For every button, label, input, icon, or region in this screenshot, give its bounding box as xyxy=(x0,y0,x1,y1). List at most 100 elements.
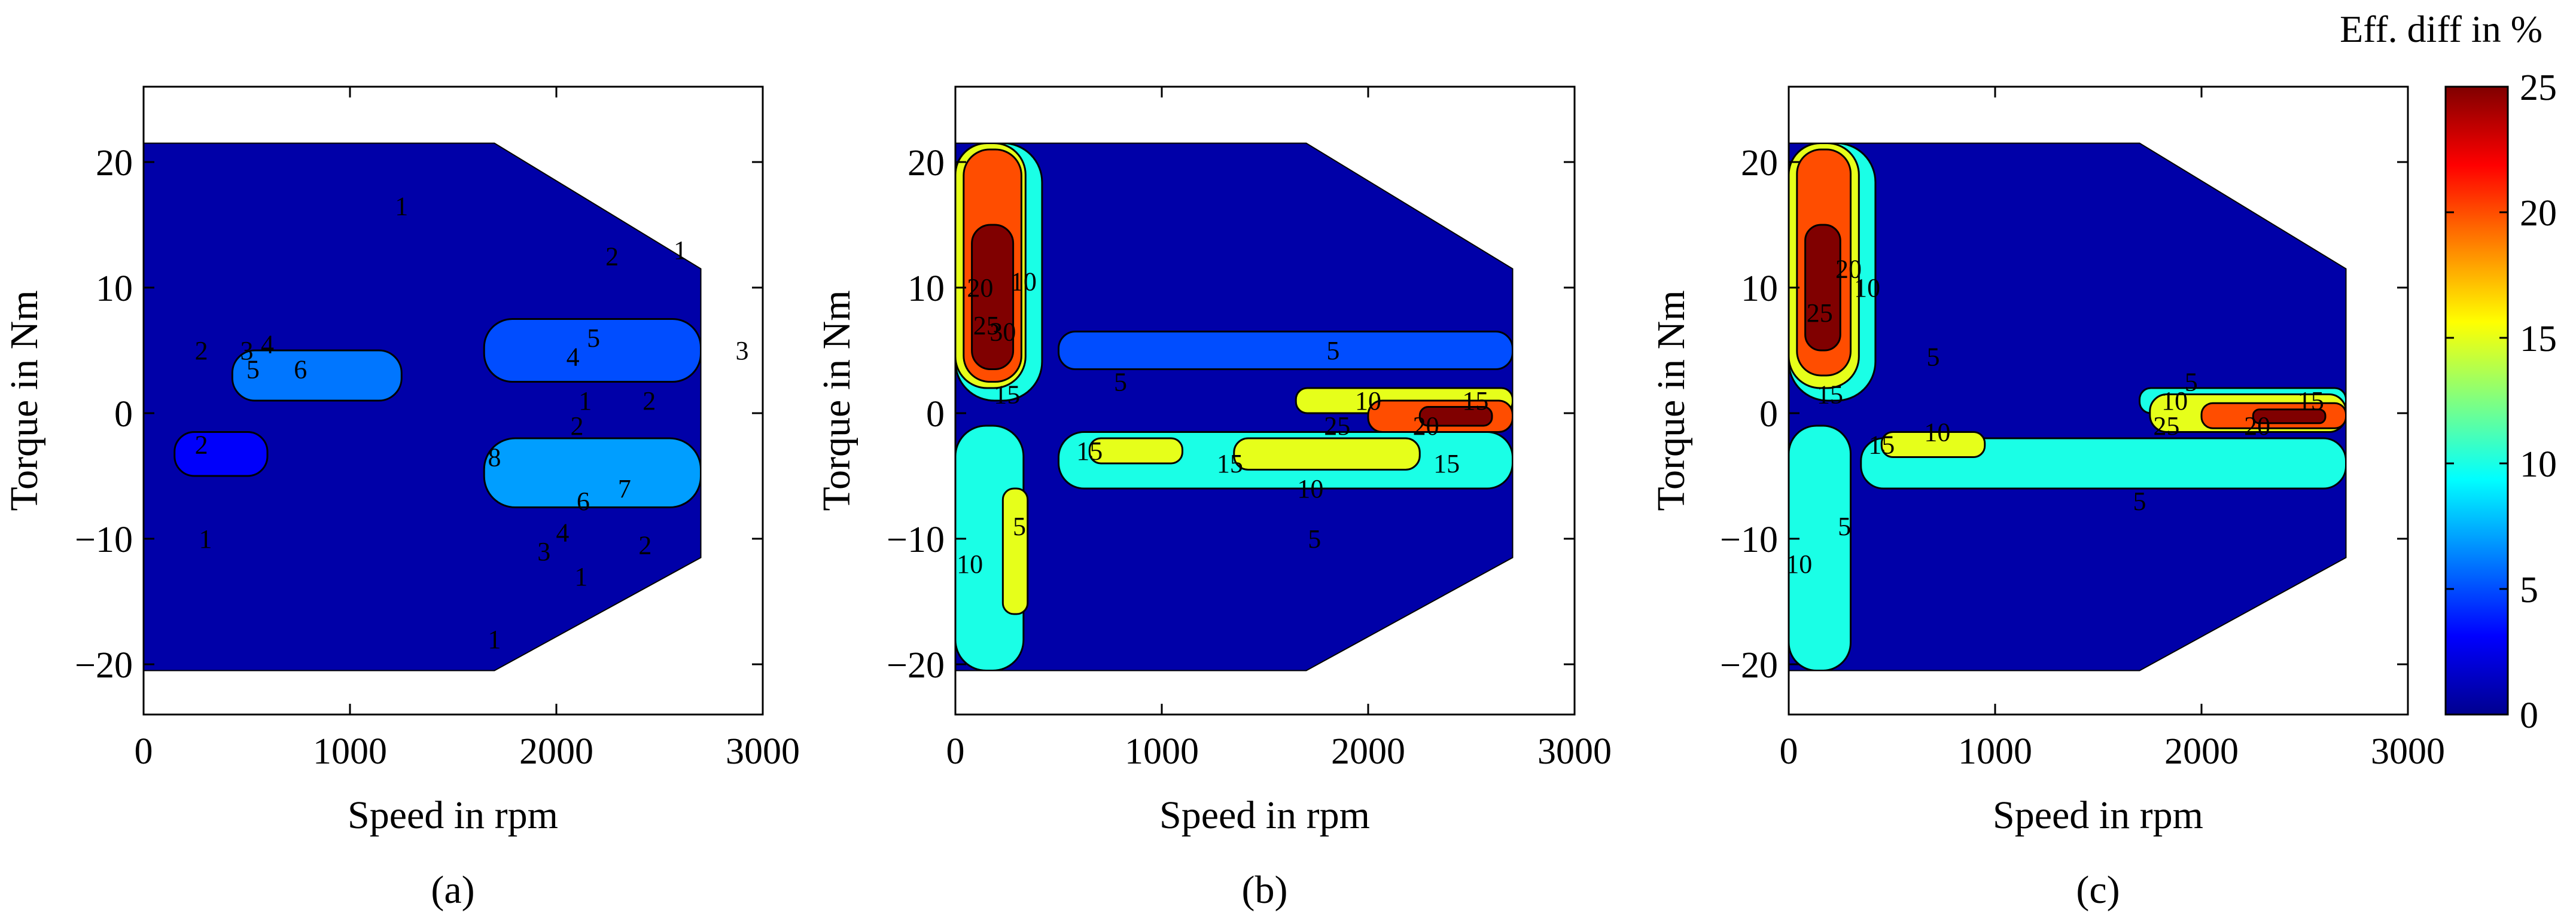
x-tick-label: 3000 xyxy=(726,731,800,772)
contour-label: 2 xyxy=(195,336,208,365)
contour-label: 7 xyxy=(618,474,631,503)
colorbar-tick-label: 10 xyxy=(2520,444,2557,485)
contour-label: 5 xyxy=(246,355,260,384)
contour-label: 15 xyxy=(1217,449,1243,478)
panel-c-contour-fill xyxy=(1789,143,2346,671)
contour-label: 10 xyxy=(1297,474,1323,503)
contour-region xyxy=(1804,224,1841,352)
x-tick-label: 0 xyxy=(135,731,153,772)
panel-c-ylabel: Torque in Nm xyxy=(1649,290,1693,511)
contour-label: 2 xyxy=(638,531,651,560)
y-tick-label: 0 xyxy=(926,394,945,435)
x-tick-label: 0 xyxy=(946,731,965,772)
y-tick-label: −10 xyxy=(75,520,133,560)
contour-label: 5 xyxy=(1114,368,1127,397)
x-tick-label: 1000 xyxy=(313,731,387,772)
x-tick-label: 1000 xyxy=(1958,731,2032,772)
contour-label: 15 xyxy=(1462,386,1488,416)
panel-c-axes-box xyxy=(1788,86,2409,716)
panel-a-axes-box xyxy=(142,86,764,716)
y-tick-label: 0 xyxy=(1759,394,1778,435)
contour-label: 10 xyxy=(1786,549,1812,579)
panel-b-ticks: 0 1000 2000 3000 20 10 0 −10 −20 xyxy=(887,87,1612,772)
contour-label: 2 xyxy=(605,242,619,271)
contour-label: 1 xyxy=(199,524,212,554)
y-tick-label: 20 xyxy=(1741,143,1778,184)
contour-label: 25 xyxy=(2153,411,2179,441)
contour-label: 10 xyxy=(1355,386,1381,416)
panel-a-contour-fill xyxy=(144,143,701,671)
x-tick-label: 0 xyxy=(1780,731,1798,772)
y-tick-label: −20 xyxy=(887,645,945,686)
colorbar-tick-label: 15 xyxy=(2520,319,2557,359)
y-tick-label: −10 xyxy=(1720,520,1778,560)
y-tick-label: 10 xyxy=(1741,268,1778,309)
x-tick-label: 2000 xyxy=(519,731,593,772)
y-tick-label: 20 xyxy=(908,143,945,184)
y-tick-label: 10 xyxy=(96,268,133,309)
operating-region-base xyxy=(955,143,1513,671)
colorbar: Eff. diff in % 25 20 15 10 5 0 xyxy=(2340,8,2557,736)
contour-label: 15 xyxy=(1433,449,1460,478)
contour-label: 1 xyxy=(395,192,408,221)
contour-label: 5 xyxy=(1927,343,1940,372)
contour-label: 15 xyxy=(2298,386,2324,416)
panel-b-axes-box xyxy=(954,86,1576,716)
contour-label: 15 xyxy=(1076,436,1103,466)
contour-label: 4 xyxy=(261,330,274,359)
contour-region xyxy=(231,349,403,402)
panel-b-ylabel: Torque in Nm xyxy=(815,290,858,511)
contour-label: 1 xyxy=(488,625,501,654)
contour-label: 3 xyxy=(240,336,254,365)
contour-label: 2 xyxy=(643,386,656,416)
contour-label: 5 xyxy=(1326,336,1339,365)
contour-label: 8 xyxy=(488,443,501,472)
contour-label: 20 xyxy=(1413,411,1439,441)
x-tick-label: 2000 xyxy=(1331,731,1405,772)
contour-label: 25 xyxy=(1324,411,1350,441)
panel-b-caption: (b) xyxy=(1242,868,1288,912)
colorbar-tick-label: 25 xyxy=(2520,68,2557,108)
x-tick-label: 1000 xyxy=(1125,731,1199,772)
contour-label: 5 xyxy=(1013,512,1026,541)
contour-region xyxy=(1880,431,1986,458)
panel-a-caption: (a) xyxy=(431,868,474,912)
contour-region xyxy=(1418,406,1493,427)
panel-c-caption: (c) xyxy=(2076,868,2120,912)
contour-label: 5 xyxy=(2133,487,2146,516)
colorbar-tick-label: 5 xyxy=(2520,570,2538,610)
colorbar-tick-label: 20 xyxy=(2520,193,2557,234)
y-tick-label: −20 xyxy=(75,645,133,686)
y-tick-label: 20 xyxy=(96,143,133,184)
contour-label: 5 xyxy=(1308,524,1321,554)
x-tick-label: 2000 xyxy=(2164,731,2239,772)
contour-label: 6 xyxy=(577,487,590,516)
contour-label: 6 xyxy=(294,355,307,384)
x-tick-label: 3000 xyxy=(1537,731,1612,772)
contour-label: 15 xyxy=(1868,431,1895,460)
y-tick-label: −20 xyxy=(1720,645,1778,686)
contour-region xyxy=(1001,487,1029,615)
contour-label: 15 xyxy=(1817,380,1843,410)
y-tick-label: −10 xyxy=(887,520,945,560)
panel-a-ticks: 0 1000 2000 3000 20 10 0 −10 −20 xyxy=(75,87,800,772)
panel-b-contour-fill xyxy=(955,143,1513,671)
contour-label: 10 xyxy=(1010,267,1037,297)
contour-label: 20 xyxy=(2244,411,2270,441)
operating-region-base xyxy=(144,143,701,671)
colorbar-tick-label: 0 xyxy=(2520,695,2538,736)
contour-region xyxy=(173,431,269,477)
contour-label: 25 xyxy=(1807,298,1833,328)
contour-label: 5 xyxy=(1838,512,1851,541)
contour-region xyxy=(483,437,701,508)
contour-label: 10 xyxy=(1854,273,1880,303)
panel-a-xlabel: Speed in rpm xyxy=(348,793,558,837)
contour-label: 10 xyxy=(2161,386,2188,416)
colorbar-ticks: 25 20 15 10 5 0 xyxy=(2446,68,2557,736)
contour-label: 30 xyxy=(989,317,1016,347)
panel-c-xlabel: Speed in rpm xyxy=(1993,793,2203,837)
